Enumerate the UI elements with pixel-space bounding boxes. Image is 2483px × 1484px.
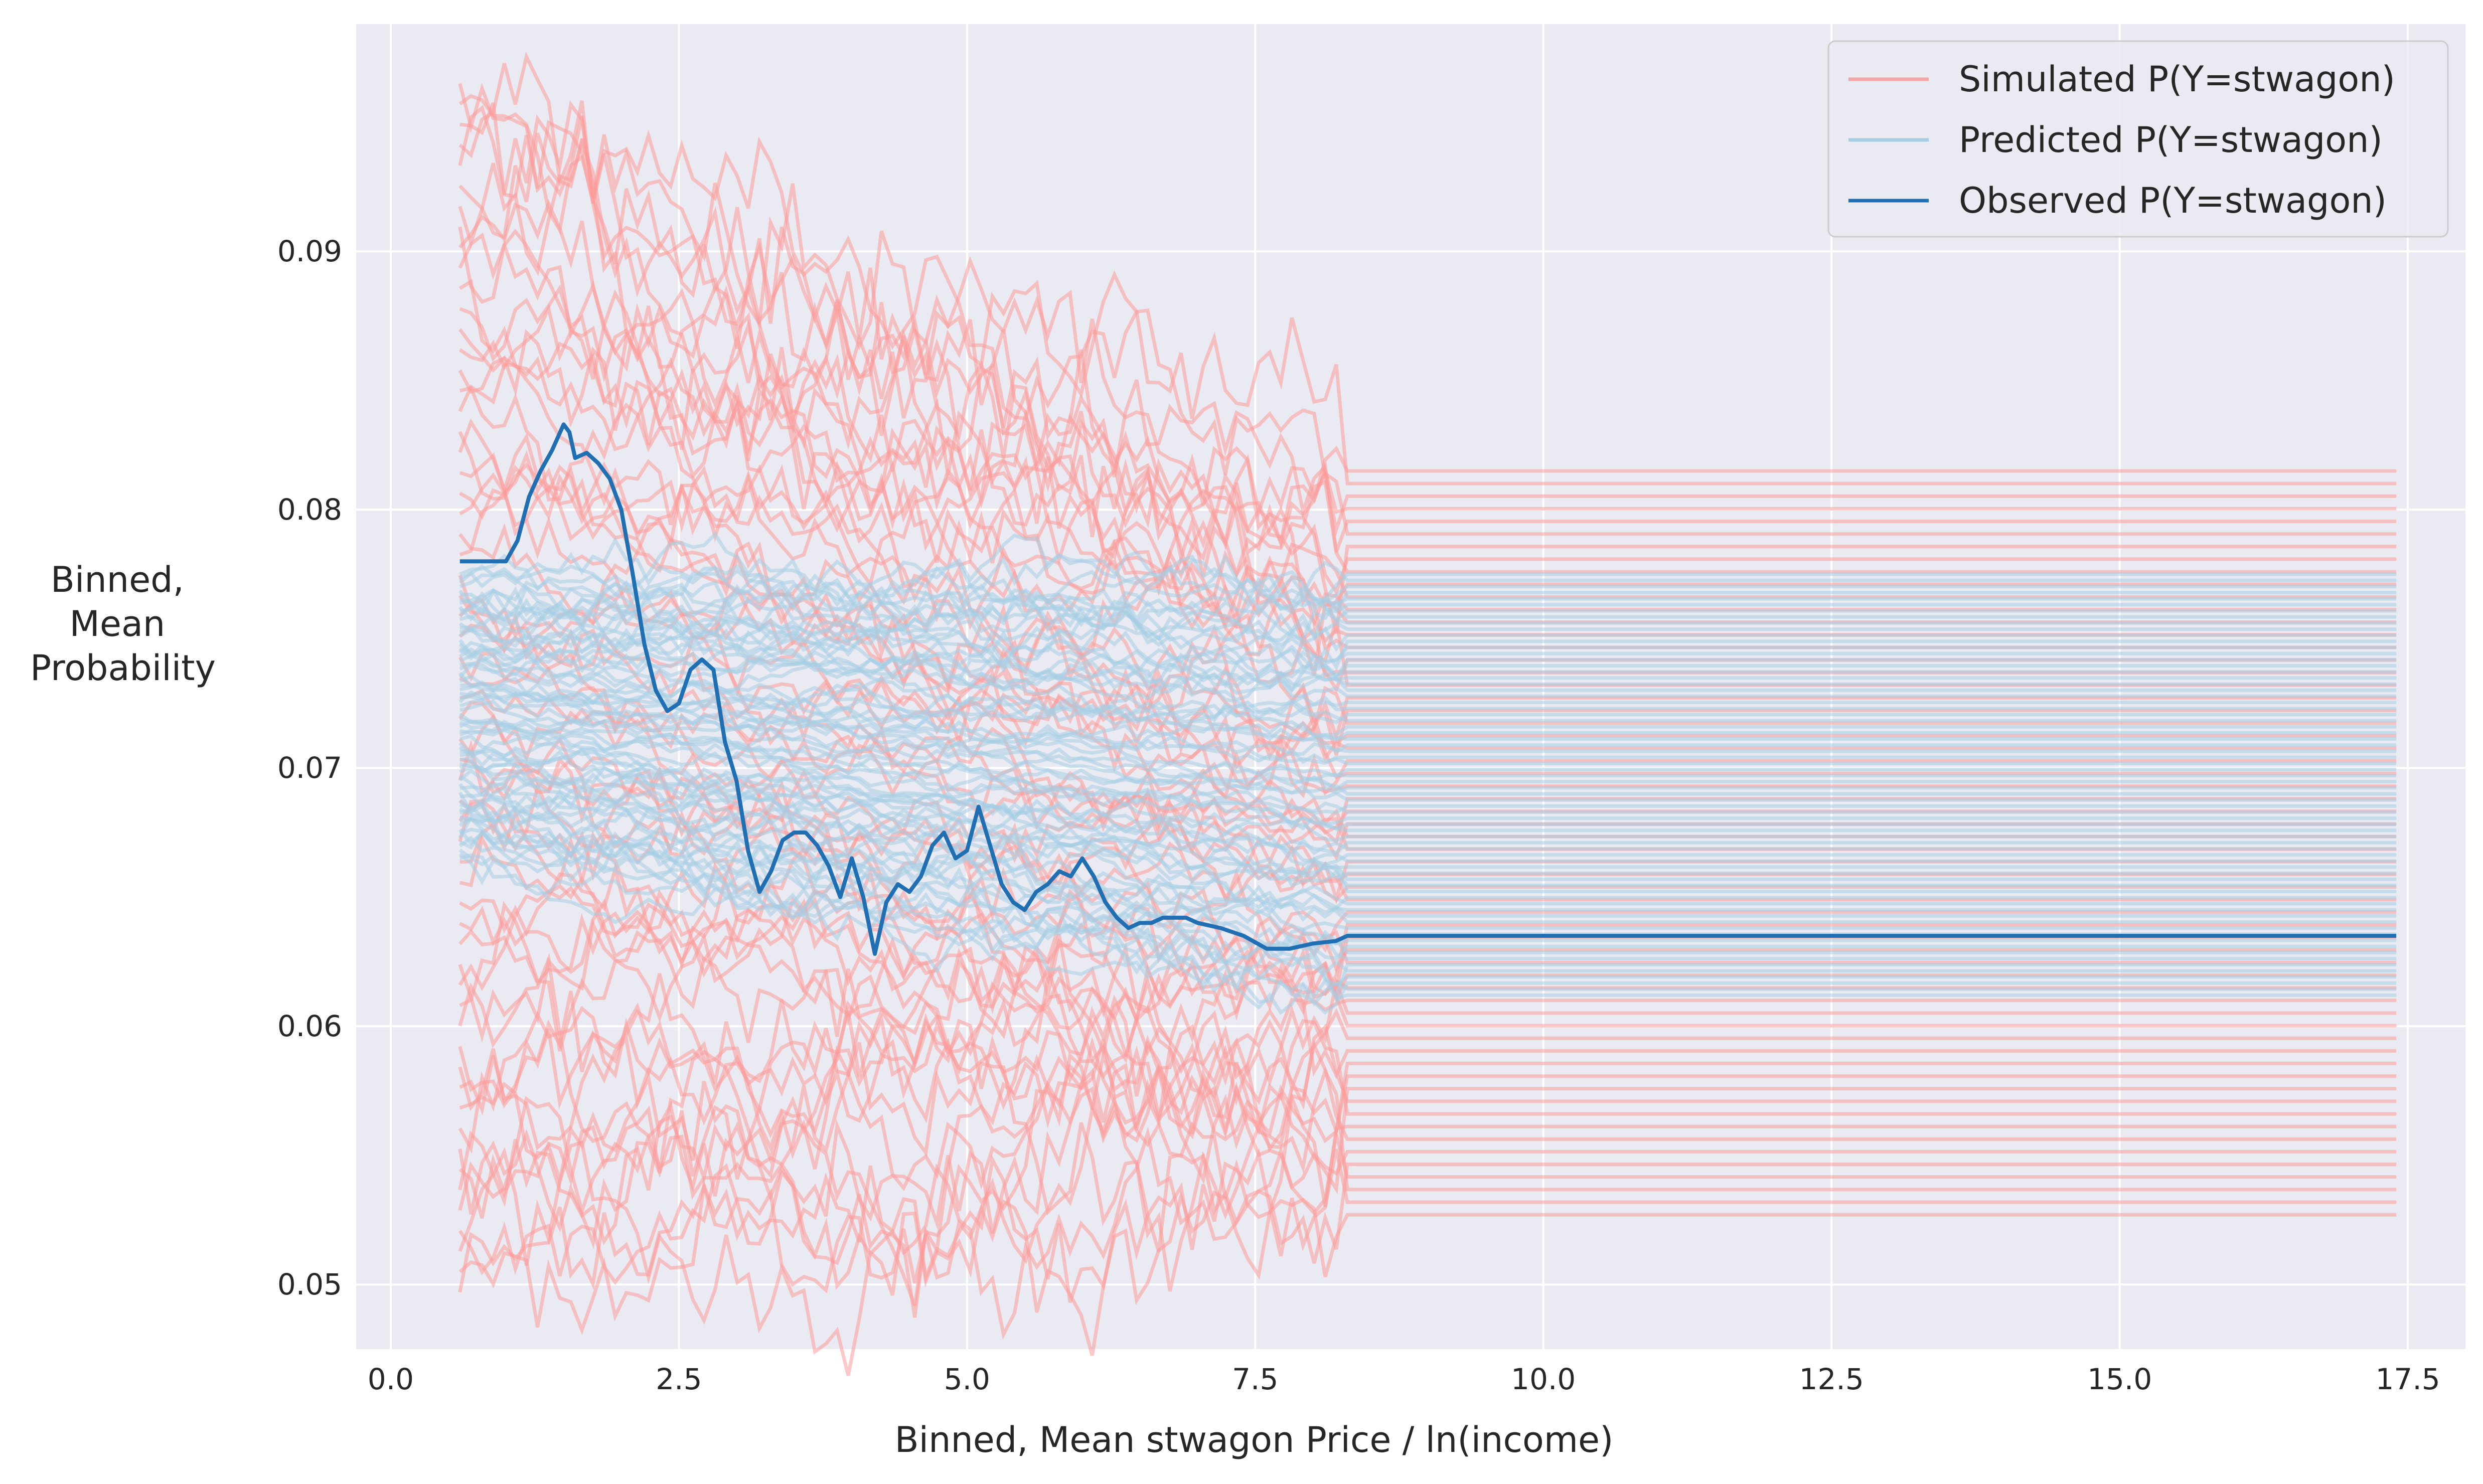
legend-label-simulated: Simulated P(Y=stwagon) [1959, 59, 2395, 100]
x-tick-label: 2.5 [656, 1362, 702, 1396]
predicted-line [458, 713, 2397, 791]
x-tick-label: 10.0 [1511, 1362, 1576, 1396]
predicted-line [458, 746, 2397, 837]
predicted-line [458, 835, 2397, 992]
predicted-line [459, 803, 2397, 960]
x-tick-label: 15.0 [2087, 1362, 2152, 1396]
simulated-line [458, 1147, 2397, 1336]
simulated-line [458, 1042, 2397, 1252]
simulated-line [459, 901, 2397, 1098]
simulated-line [459, 1023, 2397, 1192]
y-axis-label-line-3: Probability [30, 647, 216, 689]
simulated-line [459, 1000, 2397, 1195]
simulated-line [459, 284, 2397, 656]
predicted-line [459, 720, 2397, 815]
legend-label-observed: Observed P(Y=stwagon) [1959, 180, 2387, 221]
y-tick-label: 0.08 [277, 492, 342, 527]
simulated-line [459, 834, 2397, 1002]
y-tick-labels: 0.05 0.06 0.07 0.08 0.09 [277, 234, 342, 1301]
predicted-line [459, 800, 2397, 932]
predicted-line [459, 749, 2397, 858]
predicted-line [459, 762, 2397, 866]
predicted-line [459, 531, 2397, 611]
x-axis-label: Binned, Mean stwagon Price / ln(income) [895, 1419, 1614, 1460]
simulated-line [458, 1038, 2397, 1318]
legend: Simulated P(Y=stwagon) Predicted P(Y=stw… [1827, 40, 2449, 238]
predicted-line [458, 557, 2397, 626]
predicted-line [459, 751, 2397, 855]
legend-label-predicted: Predicted P(Y=stwagon) [1959, 119, 2383, 160]
simulated-line [458, 1039, 2397, 1306]
simulated-line [458, 199, 2397, 577]
x-tick-label: 7.5 [1232, 1362, 1278, 1396]
simulated-line [458, 94, 2397, 485]
x-tick-label: 17.5 [2376, 1362, 2440, 1396]
predicted-line [459, 658, 2397, 725]
simulated-line [459, 450, 2397, 761]
predicted-line [459, 785, 2397, 894]
predicted-line [459, 785, 2397, 916]
simulated-line [458, 521, 2397, 775]
predicted-line [459, 613, 2397, 689]
simulated-line [458, 994, 2397, 1185]
predicted-line [459, 682, 2397, 754]
predicted-line [458, 853, 2397, 1015]
x-tick-label: 5.0 [944, 1362, 990, 1396]
predicted-line [458, 672, 2397, 723]
y-axis-label-line-2: Mean [70, 603, 166, 644]
predicted-line [458, 690, 2397, 765]
predicted-line [459, 536, 2397, 617]
observed-line [459, 422, 2397, 956]
simulated-line [458, 1050, 2397, 1340]
predicted-line [459, 803, 2397, 918]
y-tick-label: 0.06 [277, 1009, 342, 1043]
simulated-line [458, 100, 2397, 549]
simulated-line [459, 862, 2397, 1030]
legend-box [1827, 40, 2449, 238]
simulated-line [458, 51, 2397, 551]
predicted-line [458, 815, 2397, 1001]
x-tick-labels: 0.0 2.5 5.0 7.5 10.0 12.5 15.0 17.5 [368, 1362, 2440, 1396]
y-tick-label: 0.07 [277, 751, 342, 785]
y-axis-label: Binned, Mean Probability [30, 559, 216, 689]
y-tick-label: 0.09 [277, 234, 342, 268]
predicted-line [458, 663, 2397, 737]
predicted-lines [458, 531, 2397, 1015]
simulated-line [458, 82, 2397, 580]
predicted-line [459, 580, 2397, 642]
observed-series-line [459, 422, 2397, 956]
x-tick-label: 0.0 [368, 1362, 414, 1396]
simulated-line [458, 964, 2397, 1153]
y-axis-label-line-1: Binned, [51, 559, 184, 600]
y-tick-label: 0.05 [277, 1267, 342, 1301]
x-tick-label: 12.5 [1799, 1362, 1864, 1396]
predicted-line [459, 815, 2397, 948]
predicted-line [459, 566, 2397, 642]
